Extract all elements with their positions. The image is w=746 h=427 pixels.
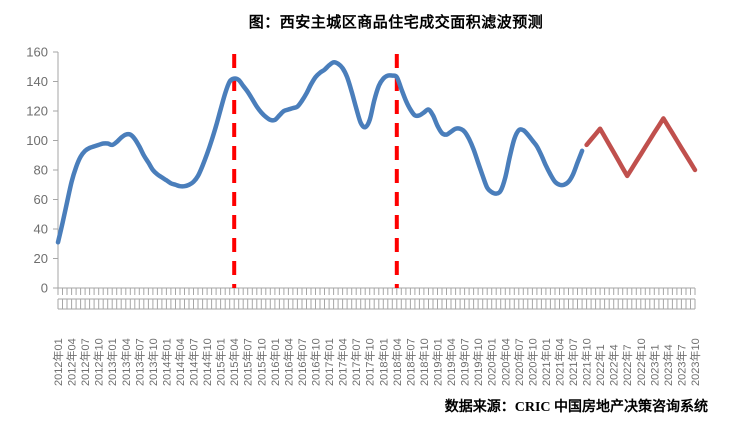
x-tick-label: 2020年04 xyxy=(498,338,512,386)
x-tick-label: 2016年07 xyxy=(295,338,309,386)
x-tick-label: 2012年10 xyxy=(92,338,106,386)
x-tick-label: 2016年01 xyxy=(268,338,282,386)
x-tick-label: 2018年07 xyxy=(403,338,417,386)
x-tick-label: 2013年04 xyxy=(119,338,133,386)
x-axis-labels: 2012年01 2012年04 2012年07 2012年10 2013年01 2013年… xyxy=(51,338,702,386)
x-tick-label: 2023年1 xyxy=(647,344,661,386)
x-tick-label: 2023年10 xyxy=(688,338,702,386)
x-tick-label: 2015年10 xyxy=(254,338,268,386)
x-tick-label: 2021年10 xyxy=(580,338,594,386)
x-tick-label: 2015年04 xyxy=(227,338,241,386)
x-tick-label: 2018年01 xyxy=(376,338,390,386)
x-tick-label: 2017年07 xyxy=(349,338,363,386)
y-tick-label: 160 xyxy=(26,45,48,60)
actual-series-line xyxy=(55,60,585,245)
x-tick-label: 2016年10 xyxy=(309,338,323,386)
x-tick-label: 2013年07 xyxy=(132,338,146,386)
x-tick-label: 2017年04 xyxy=(336,338,350,386)
x-tick-label: 2014年01 xyxy=(159,338,173,386)
x-tick-label: 2022年10 xyxy=(634,338,648,386)
x-tick-label: 2020年01 xyxy=(485,338,499,386)
x-tick-label: 2019年07 xyxy=(458,338,472,386)
x-tick-label: 2013年01 xyxy=(105,338,119,386)
x-tick-label: 2014年04 xyxy=(173,338,187,386)
x-tick-label: 2019年10 xyxy=(471,338,485,386)
x-tick-label: 2015年07 xyxy=(241,338,255,386)
y-tick-label: 20 xyxy=(34,251,48,266)
x-tick-label: 2015年01 xyxy=(214,338,228,386)
x-tick-label: 2020年10 xyxy=(525,338,539,386)
x-tick-label: 2019年01 xyxy=(431,338,445,386)
y-axis: 0 20 40 60 80 100 120 140 160 xyxy=(26,45,59,296)
forecast-series-line xyxy=(584,116,698,179)
y-tick-label: 60 xyxy=(34,192,48,207)
x-tick-label: 2020年07 xyxy=(512,338,526,386)
x-tick-label: 2014年07 xyxy=(187,338,201,386)
x-tick-label: 2023年7 xyxy=(674,344,688,386)
x-tick-label: 2013年10 xyxy=(146,338,160,386)
x-tick-label: 2018年10 xyxy=(417,338,431,386)
x-tick-label: 2019年04 xyxy=(444,338,458,386)
x-tick-label: 2017年10 xyxy=(363,338,377,386)
y-tick-label: 0 xyxy=(41,281,48,296)
x-tick-label: 2021年01 xyxy=(539,338,553,386)
y-tick-label: 100 xyxy=(26,133,48,148)
x-axis xyxy=(57,287,696,310)
y-tick-label: 120 xyxy=(26,104,48,119)
x-tick-label: 2018年04 xyxy=(390,338,404,386)
x-tick-label: 2016年04 xyxy=(281,338,295,386)
x-tick-label: 2023年4 xyxy=(661,344,675,386)
x-tick-label: 2021年04 xyxy=(553,338,567,386)
x-tick-label: 2021年07 xyxy=(566,338,580,386)
y-tick-label: 80 xyxy=(34,163,48,178)
x-tick-label: 2017年01 xyxy=(322,338,336,386)
x-tick-label: 2022年1 xyxy=(593,344,607,386)
y-tick-label: 40 xyxy=(34,222,48,237)
x-tick-label: 2012年07 xyxy=(78,338,92,386)
data-source-note: 数据来源：CRIC 中国房地产决策咨询系统 xyxy=(444,400,708,415)
x-tick-label: 2014年10 xyxy=(200,338,214,386)
x-tick-label: 2022年7 xyxy=(620,344,634,386)
chart-title: 图：西安主城区商品住宅成交面积滤波预测 xyxy=(248,15,544,31)
x-tick-label: 2012年01 xyxy=(51,338,65,386)
y-tick-label: 140 xyxy=(26,74,48,89)
x-tick-label: 2012年04 xyxy=(65,338,79,386)
x-tick-label: 2022年4 xyxy=(607,344,621,386)
